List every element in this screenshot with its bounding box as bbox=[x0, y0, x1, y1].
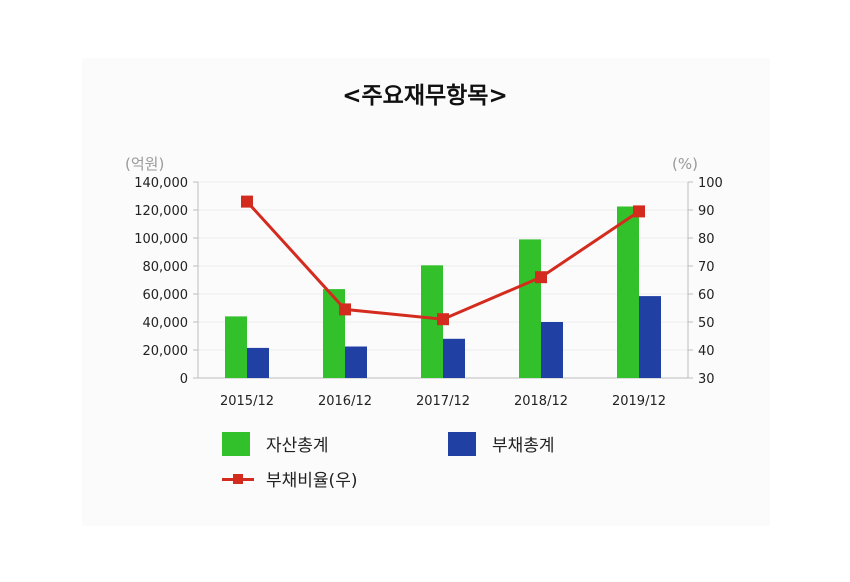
asset-total-bar bbox=[323, 289, 345, 378]
right-axis-tick-label: 90 bbox=[698, 204, 715, 219]
right-axis-tick-label: 70 bbox=[698, 260, 715, 275]
x-axis-category-label: 2017/12 bbox=[416, 394, 470, 409]
x-axis-category-label: 2018/12 bbox=[514, 394, 568, 409]
left-axis-tick-label: 140,000 bbox=[134, 176, 188, 191]
x-axis-category-label: 2019/12 bbox=[612, 394, 666, 409]
left-axis-unit-label: (억원) bbox=[125, 155, 164, 173]
right-axis-tick-label: 30 bbox=[698, 372, 715, 387]
asset-total-bar bbox=[617, 206, 639, 378]
right-axis-tick-label: 40 bbox=[698, 344, 715, 359]
left-axis-tick-label: 100,000 bbox=[134, 232, 188, 247]
legend-label-debt-ratio: 부채비율(우) bbox=[266, 471, 358, 491]
debt-ratio-point bbox=[437, 313, 449, 326]
liability-total-bar bbox=[247, 347, 269, 378]
right-axis-tick-label: 100 bbox=[698, 176, 723, 191]
left-axis-tick-label: 0 bbox=[180, 372, 188, 387]
asset-total-bar bbox=[519, 239, 541, 378]
legend-item-debt-ratio: 부채비율(우) bbox=[222, 466, 357, 491]
left-axis-tick-label: 60,000 bbox=[143, 288, 189, 303]
legend-swatch-assets bbox=[222, 431, 250, 456]
legend-label-assets: 자산총계 bbox=[266, 436, 329, 456]
legend-label-liabilities: 부채총계 bbox=[492, 436, 555, 456]
chart-title: <주요재무항목> bbox=[342, 83, 508, 109]
liability-total-bar bbox=[443, 338, 465, 378]
debt-ratio-point bbox=[339, 303, 351, 316]
right-axis-unit-label: (%) bbox=[672, 155, 698, 173]
left-axis-tick-label: 80,000 bbox=[143, 260, 189, 275]
debt-ratio-point bbox=[633, 205, 645, 218]
liability-total-bar bbox=[639, 296, 661, 378]
legend-swatch-liabilities bbox=[448, 431, 476, 456]
legend-line-marker-icon bbox=[222, 472, 254, 486]
liability-total-bar bbox=[345, 346, 367, 378]
left-axis-tick-label: 20,000 bbox=[143, 344, 189, 359]
right-axis-tick-label: 80 bbox=[698, 232, 715, 247]
asset-total-bar bbox=[421, 265, 443, 378]
right-axis-tick-label: 50 bbox=[698, 316, 715, 331]
legend-item-assets: 자산총계 bbox=[222, 431, 329, 456]
legend-item-liabilities: 부채총계 bbox=[448, 431, 555, 456]
debt-ratio-point bbox=[241, 195, 253, 208]
right-axis-tick-label: 60 bbox=[698, 288, 715, 303]
left-axis-tick-label: 120,000 bbox=[134, 204, 188, 219]
asset-total-bar bbox=[225, 316, 247, 378]
liability-total-bar bbox=[541, 322, 563, 378]
debt-ratio-point bbox=[535, 271, 547, 284]
x-axis-category-label: 2016/12 bbox=[318, 394, 372, 409]
left-axis-tick-label: 40,000 bbox=[143, 316, 189, 331]
x-axis-category-label: 2015/12 bbox=[220, 394, 274, 409]
